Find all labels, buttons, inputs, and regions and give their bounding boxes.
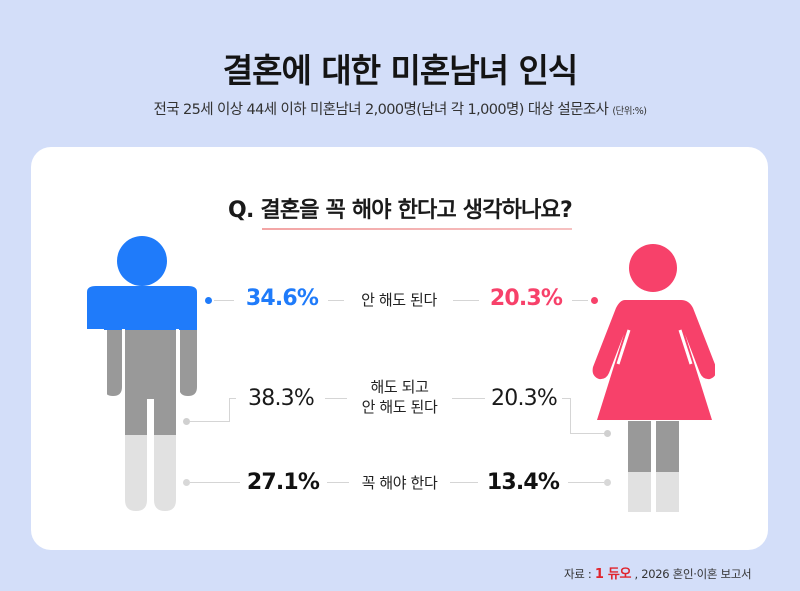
source-suffix: , 2026 혼인·이혼 보고서 <box>634 567 752 581</box>
connector-line <box>568 482 604 483</box>
connector-line <box>229 398 230 422</box>
category-label-1: 안 해도 된다 <box>361 291 437 309</box>
subtitle: 전국 25세 이상 44세 이하 미혼남녀 2,000명(남녀 각 1,000명… <box>0 98 800 119</box>
category-label-3: 꼭 해야 한다 <box>361 474 438 492</box>
question-text: 결혼을 꼭 해야 한다고 생각하나요? <box>260 192 573 230</box>
connector-line <box>327 482 349 483</box>
female-dot-1 <box>591 297 598 304</box>
connector-line <box>570 398 571 434</box>
category-label-2-line2: 안 해도 된다 <box>361 398 438 416</box>
connector-line <box>328 300 344 301</box>
female-dot-3 <box>604 479 611 486</box>
source-credit: 자료 : 1 듀오 , 2026 혼인·이혼 보고서 <box>564 563 752 582</box>
female-value-1: 20.3% <box>489 286 563 311</box>
male-value-2: 38.3% <box>248 386 315 411</box>
female-value-3: 13.4% <box>486 470 560 495</box>
female-dot-2 <box>604 430 611 437</box>
category-label-2-line1: 해도 되고 <box>370 378 429 396</box>
connector-line <box>452 398 485 399</box>
subtitle-text: 전국 25세 이상 44세 이하 미혼남녀 2,000명(남녀 각 1,000명… <box>153 102 609 118</box>
female-value-2: 20.3% <box>491 386 558 411</box>
connector-line <box>325 398 347 399</box>
male-dot-3 <box>183 479 190 486</box>
connector-line <box>214 300 234 301</box>
male-dot-1 <box>205 297 212 304</box>
connector-line <box>562 398 571 399</box>
source-prefix: 자료 : <box>564 567 592 581</box>
question-prefix: Q. <box>228 198 254 223</box>
female-figure-icon <box>592 244 715 512</box>
connector-line <box>450 482 478 483</box>
connector-line <box>572 300 588 301</box>
unit-label: (단위:%) <box>612 106 647 117</box>
male-value-3: 27.1% <box>246 470 320 495</box>
page-title: 결혼에 대한 미혼남녀 인식 <box>222 51 578 90</box>
connector-line <box>190 421 229 422</box>
brand-logo: 1 듀오 <box>594 567 632 582</box>
male-figure-icon <box>87 236 197 511</box>
male-value-1: 34.6% <box>245 286 319 311</box>
connector-line <box>453 300 479 301</box>
connector-line <box>229 398 236 399</box>
category-label-2: 해도 되고 안 해도 된다 <box>347 377 452 417</box>
connector-line <box>570 433 606 434</box>
male-dot-2 <box>183 418 190 425</box>
brand-name: 듀오 <box>607 567 632 582</box>
question-heading: Q. 결혼을 꼭 해야 한다고 생각하나요? <box>0 192 800 230</box>
connector-line <box>190 482 240 483</box>
